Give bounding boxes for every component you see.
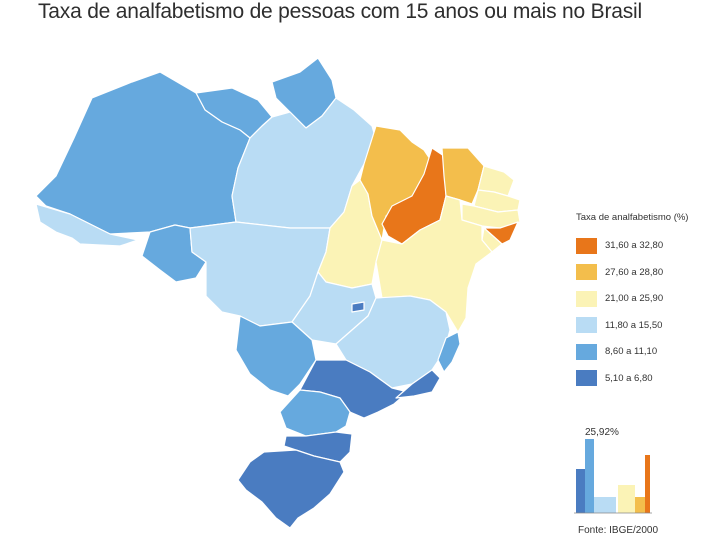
legend-label: 21,00 a 25,90: [605, 293, 664, 304]
mini-bar: [635, 497, 645, 513]
legend-item: 5,10 a 6,80: [576, 368, 716, 389]
legend-item: 8,60 a 11,10: [576, 341, 716, 362]
state-ceara[interactable]: [441, 147, 485, 205]
state-santa-catarina[interactable]: [283, 431, 353, 463]
state-parana[interactable]: [279, 389, 351, 437]
state-acre[interactable]: [35, 203, 139, 247]
mini-bar: [594, 497, 616, 513]
legend-swatch: [576, 264, 597, 280]
state-rio-de-janeiro[interactable]: [395, 369, 441, 399]
mini-chart-label: 25,92%: [585, 427, 619, 438]
legend-label: 5,10 a 6,80: [605, 372, 653, 384]
legend-label: 11,80 a 15,50: [605, 319, 663, 331]
mini-bar-chart: [574, 439, 652, 514]
state-espirito-santo[interactable]: [437, 331, 461, 373]
state-rondonia[interactable]: [141, 224, 207, 283]
state-rio-grande-do-sul[interactable]: [237, 449, 345, 529]
state-bahia[interactable]: [375, 195, 493, 333]
legend-label: 8,60 a 11,10: [605, 346, 658, 357]
legend: Taxa de analfabetismo (%) 31,60 a 32,80 2…: [576, 212, 716, 394]
legend-item: 21,00 a 25,90: [576, 288, 716, 309]
state-distrito-federal[interactable]: [351, 301, 365, 313]
legend-item: 11,80 a 15,50: [576, 315, 716, 336]
legend-swatch: [576, 343, 597, 360]
legend-item: 27,60 a 28,80: [576, 262, 716, 283]
legend-swatch: [576, 290, 597, 307]
legend-title: Taxa de analfabetismo (%): [576, 212, 689, 223]
mini-bar: [618, 485, 635, 513]
mini-bar: [645, 455, 650, 513]
source-note: Fonte: IBGE/2000: [578, 525, 659, 536]
legend-swatch: [576, 237, 597, 254]
legend-label: 31,60 a 32,80: [605, 240, 664, 251]
legend-swatch: [576, 317, 597, 333]
mini-bar: [585, 439, 594, 513]
state-mato-grosso-do-sul[interactable]: [235, 315, 317, 397]
mini-bar: [576, 469, 585, 513]
legend-label: 27,60 a 28,80: [605, 266, 664, 278]
legend-swatch: [576, 370, 597, 386]
legend-item: 31,60 a 32,80: [576, 235, 716, 256]
legend-items: 31,60 a 32,80 27,60 a 28,80 21,00 a 25,90 1…: [576, 235, 716, 389]
map-title: Taxa de analfabetismo de pessoas com 15 …: [38, 0, 642, 23]
